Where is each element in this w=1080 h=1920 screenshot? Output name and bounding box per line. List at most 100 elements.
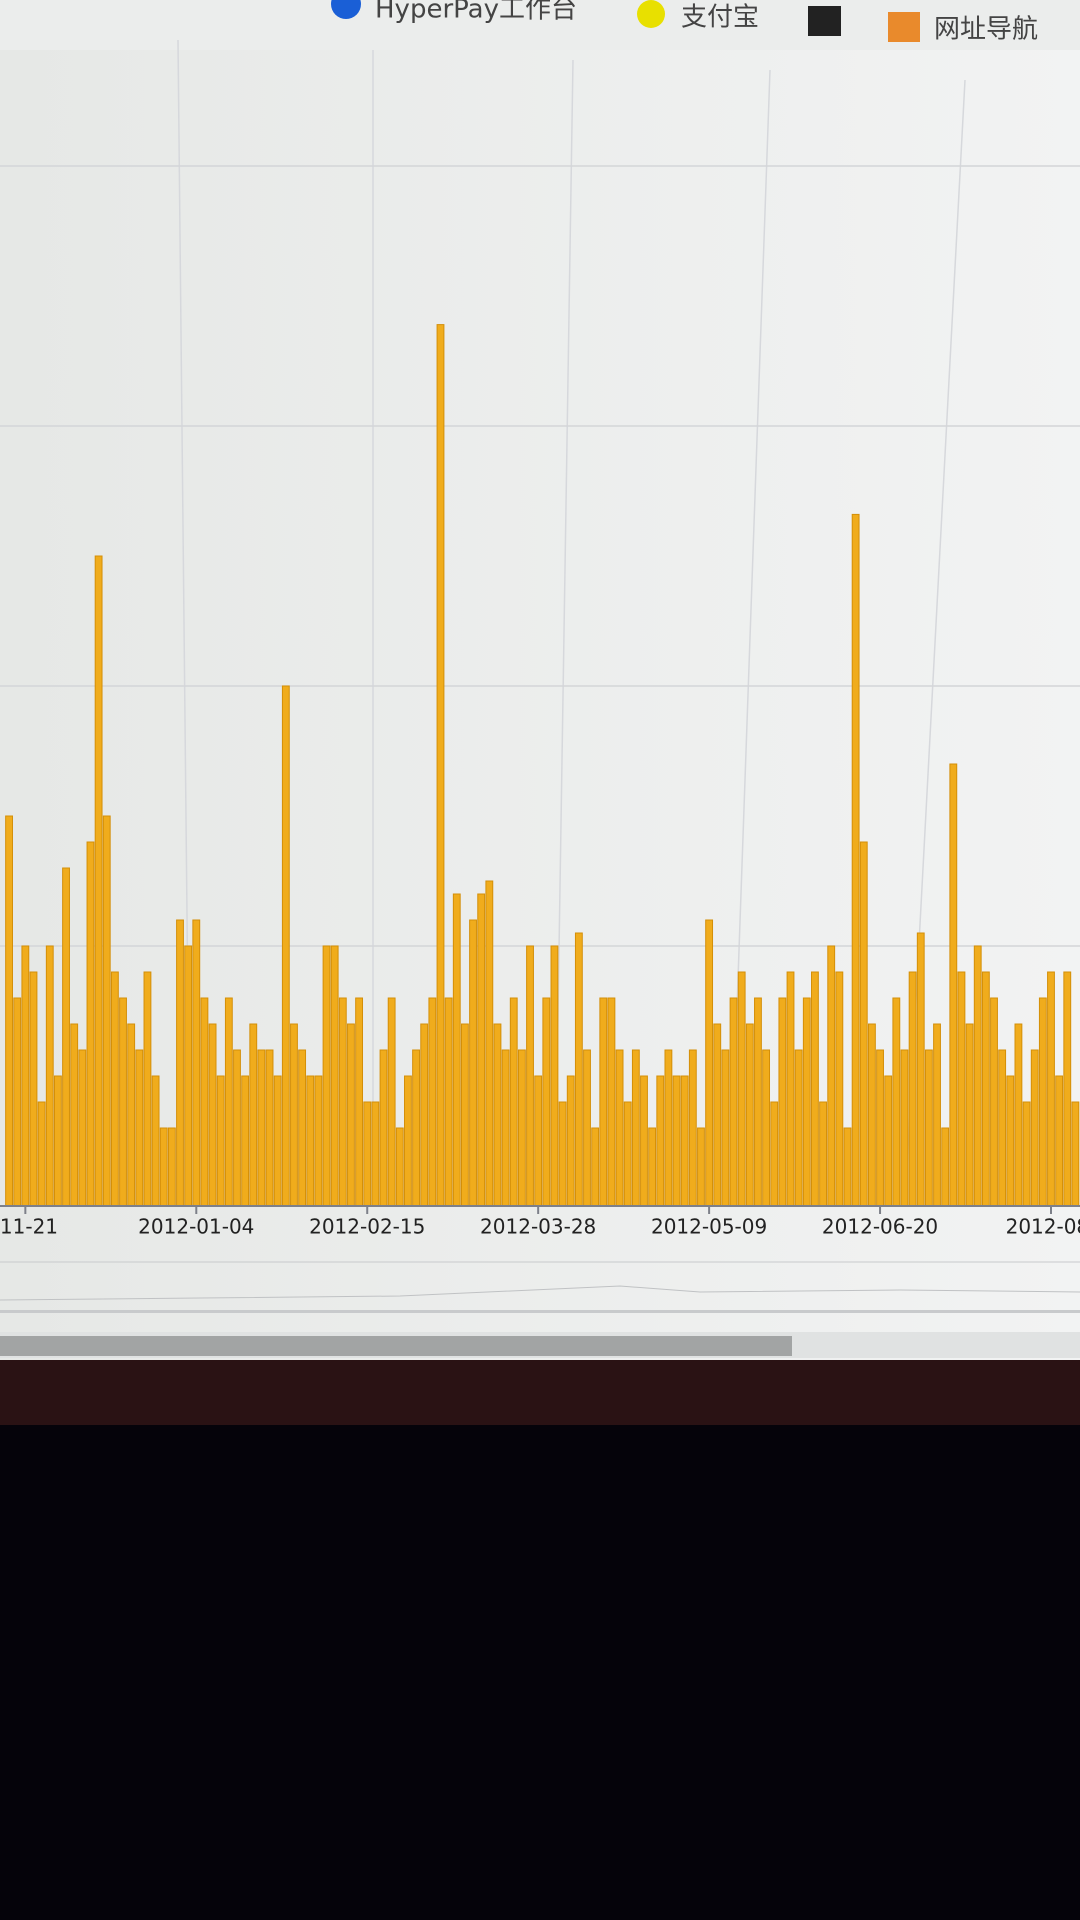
- bar: [70, 1023, 79, 1207]
- x-tick-label: 2012-05-09: [651, 1215, 767, 1239]
- bar: [631, 1049, 640, 1207]
- bar: [884, 1075, 893, 1207]
- bar: [721, 1049, 730, 1207]
- bookmark-icon: [637, 0, 665, 28]
- bar: [786, 971, 795, 1207]
- bar: [436, 324, 445, 1207]
- bar: [688, 1049, 697, 1207]
- bar: [45, 945, 54, 1207]
- bar: [208, 1023, 217, 1207]
- bar: [941, 1127, 950, 1207]
- bar: [404, 1075, 412, 1207]
- bar: [892, 997, 901, 1207]
- bar: [21, 945, 30, 1207]
- bar: [249, 1023, 258, 1207]
- bar: [200, 997, 209, 1207]
- bar: [770, 1101, 779, 1207]
- bar: [477, 893, 486, 1207]
- bar: [192, 919, 201, 1207]
- bar: [550, 945, 559, 1207]
- bar: [924, 1049, 933, 1207]
- bar: [1006, 1075, 1015, 1207]
- bar: [729, 997, 738, 1207]
- bar: [1038, 997, 1047, 1207]
- bar: [762, 1049, 771, 1207]
- bar: [697, 1127, 705, 1207]
- bar: [485, 880, 494, 1207]
- bar: [469, 919, 477, 1207]
- bar: [794, 1049, 803, 1207]
- bookmark[interactable]: 网址导航: [934, 15, 1038, 45]
- bookmark-icon: [888, 12, 920, 42]
- bar: [648, 1127, 657, 1207]
- bar: [615, 1049, 624, 1207]
- bar: [127, 1023, 136, 1207]
- bar: [851, 513, 860, 1207]
- bar: [159, 1127, 168, 1207]
- bar: [501, 1049, 510, 1207]
- bar: [119, 997, 127, 1207]
- bar: [444, 997, 453, 1207]
- bar: [908, 971, 917, 1207]
- bar: [680, 1075, 689, 1207]
- bar: [387, 997, 396, 1207]
- navigator-border: [0, 1310, 1080, 1313]
- bar: [355, 997, 364, 1207]
- bar: [876, 1049, 884, 1207]
- bar: [94, 555, 103, 1207]
- bar: [640, 1075, 648, 1207]
- bar: [176, 919, 184, 1207]
- bookmark[interactable]: 支付宝: [681, 3, 759, 33]
- bar: [257, 1049, 266, 1207]
- bar: [811, 971, 819, 1207]
- bar: [623, 1101, 632, 1207]
- bar: [542, 997, 551, 1207]
- bar: [998, 1049, 1007, 1207]
- bar: [574, 932, 583, 1207]
- bar: [900, 1049, 909, 1207]
- bar: [1063, 971, 1072, 1207]
- x-tick-label: 2012-08-: [1006, 1215, 1080, 1239]
- bar: [819, 1101, 827, 1207]
- bar: [664, 1049, 673, 1207]
- bar: [363, 1101, 372, 1207]
- bar: [216, 1075, 225, 1207]
- bar: [86, 841, 95, 1207]
- bar: [509, 997, 518, 1207]
- bar: [347, 1023, 355, 1207]
- bar: [322, 945, 331, 1207]
- bar: [656, 1075, 665, 1207]
- bar: [1071, 1101, 1080, 1207]
- bar: [493, 1023, 502, 1207]
- bar: [583, 1049, 591, 1207]
- bar: [713, 1023, 722, 1207]
- bar: [591, 1127, 600, 1207]
- bar: [1047, 971, 1055, 1207]
- bar: [290, 1023, 298, 1207]
- bar: [420, 1023, 429, 1207]
- bar: [949, 763, 958, 1207]
- bar: [933, 1023, 941, 1207]
- bar: [37, 1101, 46, 1207]
- bar: [867, 1023, 876, 1207]
- navigator-line: [0, 1285, 1080, 1301]
- bookmark-icon: [331, 0, 361, 19]
- bar: [965, 1023, 974, 1207]
- x-tick-label: -11-21: [0, 1215, 58, 1239]
- bar: [558, 1101, 567, 1207]
- bar: [233, 1049, 241, 1207]
- bar: [754, 997, 762, 1207]
- bar: [973, 945, 982, 1207]
- bookmark[interactable]: HyperPay工作台: [375, 0, 577, 25]
- bar: [990, 997, 998, 1207]
- bar: [745, 1023, 754, 1207]
- bar: [53, 1075, 62, 1207]
- bar: [338, 997, 347, 1207]
- bar: [143, 971, 152, 1207]
- bar: [1030, 1049, 1039, 1207]
- bar: [241, 1075, 250, 1207]
- bar: [672, 1075, 681, 1207]
- scrollbar-thumb[interactable]: [0, 1336, 792, 1356]
